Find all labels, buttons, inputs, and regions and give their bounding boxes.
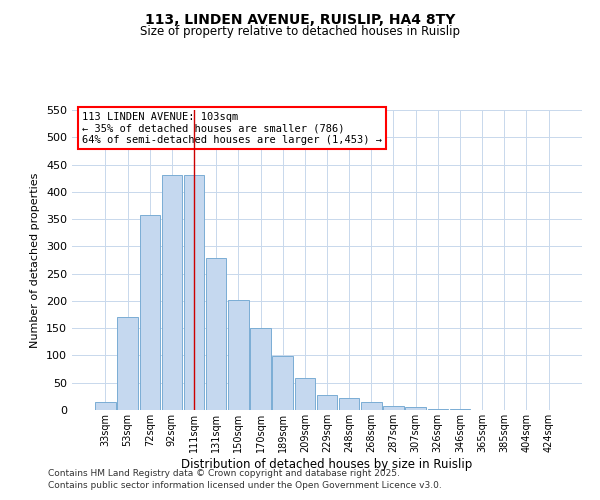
Bar	[361, 402, 382, 410]
Text: 113 LINDEN AVENUE: 103sqm
← 35% of detached houses are smaller (786)
64% of semi: 113 LINDEN AVENUE: 103sqm ← 35% of detac…	[82, 112, 382, 144]
Bar	[250, 328, 271, 410]
Bar	[317, 396, 337, 410]
Bar	[228, 300, 248, 410]
Bar	[272, 356, 293, 410]
Bar	[161, 176, 182, 410]
Bar	[406, 408, 426, 410]
Bar	[95, 402, 116, 410]
Bar	[339, 398, 359, 410]
Bar	[428, 409, 448, 410]
Text: Contains HM Land Registry data © Crown copyright and database right 2025.: Contains HM Land Registry data © Crown c…	[48, 468, 400, 477]
Bar	[206, 258, 226, 410]
X-axis label: Distribution of detached houses by size in Ruislip: Distribution of detached houses by size …	[181, 458, 473, 470]
Bar	[118, 318, 138, 410]
Text: 113, LINDEN AVENUE, RUISLIP, HA4 8TY: 113, LINDEN AVENUE, RUISLIP, HA4 8TY	[145, 12, 455, 26]
Y-axis label: Number of detached properties: Number of detached properties	[31, 172, 40, 348]
Bar	[383, 406, 404, 410]
Text: Contains public sector information licensed under the Open Government Licence v3: Contains public sector information licen…	[48, 481, 442, 490]
Bar	[140, 216, 160, 410]
Bar	[184, 176, 204, 410]
Bar	[295, 378, 315, 410]
Text: Size of property relative to detached houses in Ruislip: Size of property relative to detached ho…	[140, 25, 460, 38]
